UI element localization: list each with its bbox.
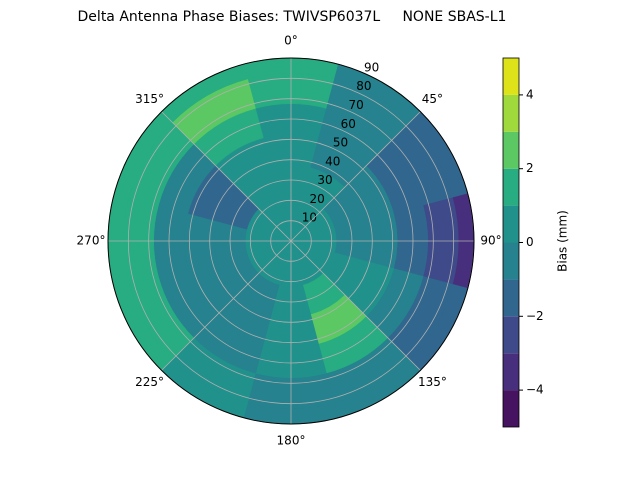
colorbar-segment bbox=[503, 353, 519, 391]
colorbar-segment bbox=[503, 390, 519, 427]
r-tick-label: 10 bbox=[302, 211, 317, 225]
colorbar-tick-label: −4 bbox=[526, 383, 544, 397]
theta-tick-label: 45° bbox=[422, 92, 443, 106]
r-tick-label: 50 bbox=[333, 136, 348, 150]
colorbar-segment bbox=[503, 205, 519, 243]
colorbar-tick-label: 2 bbox=[526, 161, 534, 175]
theta-tick-label: 0° bbox=[284, 34, 298, 48]
polar-frame bbox=[107, 57, 475, 425]
colorbar-label: Bias (mm) bbox=[556, 210, 570, 272]
theta-tick-label: 315° bbox=[135, 92, 164, 106]
grid-spoke bbox=[290, 111, 421, 242]
r-tick-label: 80 bbox=[356, 79, 371, 93]
r-tick-label: 40 bbox=[325, 154, 340, 168]
grid-spoke bbox=[161, 111, 292, 242]
colorbar-tick-label: −2 bbox=[526, 309, 544, 323]
theta-tick-label: 180° bbox=[277, 434, 306, 448]
colorbar-segment bbox=[503, 242, 519, 280]
r-tick-label: 70 bbox=[348, 98, 363, 112]
theta-tick-label: 90° bbox=[480, 234, 501, 248]
colorbar-tick-label: 4 bbox=[526, 87, 534, 101]
colorbar-tick-label: 0 bbox=[526, 235, 534, 249]
colorbar-segment bbox=[503, 131, 519, 169]
colorbar-segment bbox=[503, 58, 519, 95]
colorbar-segment bbox=[503, 168, 519, 206]
grid-spoke bbox=[290, 240, 421, 371]
grid-spoke bbox=[161, 240, 292, 371]
r-tick-label: 20 bbox=[310, 192, 325, 206]
colorbar-segment bbox=[503, 279, 519, 317]
colorbar-segment bbox=[503, 316, 519, 354]
theta-tick-label: 225° bbox=[135, 375, 164, 389]
theta-tick-label: 135° bbox=[418, 375, 447, 389]
r-tick-label: 30 bbox=[317, 173, 332, 187]
chart-title: Delta Antenna Phase Biases: TWIVSP6037L … bbox=[78, 9, 507, 25]
r-tick-label: 90 bbox=[364, 60, 379, 74]
r-tick-label: 60 bbox=[341, 117, 356, 131]
theta-tick-label: 270° bbox=[77, 234, 106, 248]
colorbar-segment bbox=[503, 94, 519, 132]
